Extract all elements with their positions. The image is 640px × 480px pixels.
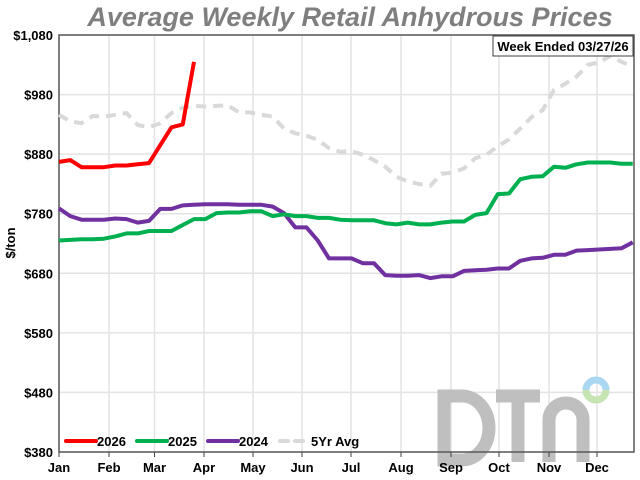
series-line-5yr-avg [57, 53, 634, 188]
y-tick-label: $980 [24, 88, 53, 103]
x-tick-label: May [240, 460, 266, 475]
logo-ring-lower [582, 389, 610, 404]
legend-label: 5Yr Avg [311, 434, 359, 449]
y-tick-label: $480 [24, 385, 53, 400]
legend-label: 2025 [168, 434, 197, 449]
logo-letter-n [542, 396, 590, 462]
legend-label: 2026 [97, 434, 126, 449]
y-tick-label: $1,080 [13, 28, 53, 43]
plot-frame [58, 34, 635, 453]
x-tick-label: Oct [488, 460, 510, 475]
y-tick-label: $580 [24, 326, 53, 341]
dtn-logo [437, 376, 610, 467]
logo-letter-t [496, 389, 540, 462]
x-tick-label: Apr [193, 460, 215, 475]
x-tick-label: Feb [97, 460, 120, 475]
y-axis-label: $/ton [3, 227, 18, 258]
series-line-2026 [58, 61, 196, 170]
week-ended-box: Week Ended 03/27/26 [492, 35, 634, 57]
x-tick-label: Dec [585, 460, 609, 475]
legend: 2026 2025 2024 5Yr Avg [64, 434, 359, 449]
x-tick-label: Jun [290, 460, 313, 475]
legend-label: 2024 [239, 434, 269, 449]
series-line-2025 [58, 160, 633, 243]
axes: $380 $480 $580 $680 $780 $880 $980 $1,080 Jan Feb… [13, 28, 635, 475]
y-tick-label: $380 [24, 445, 53, 460]
x-tick-label: Jul [342, 460, 361, 475]
x-tick-label: Sep [439, 460, 463, 475]
x-tick-label: Aug [388, 460, 413, 475]
logo-letter-d [437, 389, 496, 467]
series-line-2024 [57, 202, 634, 281]
week-ended-label: Week Ended 03/27/26 [497, 39, 628, 54]
gridlines [58, 34, 634, 453]
x-tick-label: Jan [48, 460, 70, 475]
chart-title: Average Weekly Retail Anhydrous Prices [87, 2, 613, 32]
x-tick-label: Mar [143, 460, 166, 475]
y-tick-label: $680 [24, 266, 53, 281]
y-tick-label: $780 [24, 207, 53, 222]
series-lines [57, 53, 634, 281]
x-tick-label: Nov [537, 460, 562, 475]
y-tick-label: $880 [24, 147, 53, 162]
